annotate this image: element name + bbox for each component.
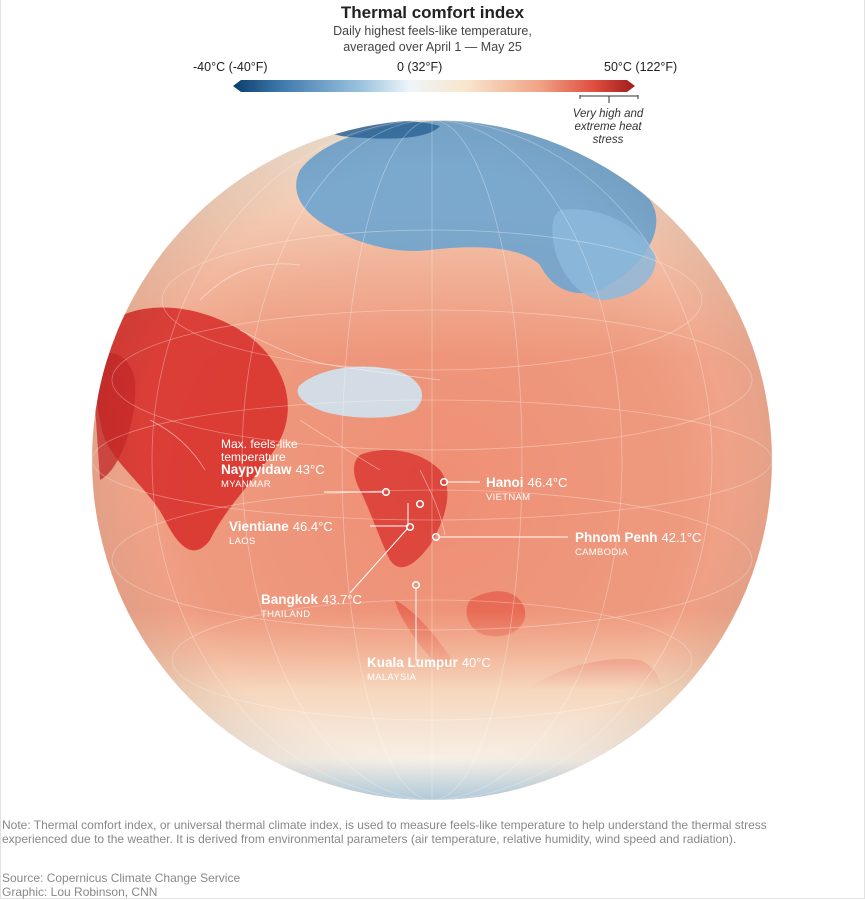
svg-text:THAILAND: THAILAND bbox=[261, 609, 310, 620]
chart-subtitle-line2: averaged over April 1 — May 25 bbox=[343, 40, 522, 54]
chart-subtitle-line1: Daily highest feels-like temperature, bbox=[333, 24, 532, 38]
svg-text:CAMBODIA: CAMBODIA bbox=[575, 547, 628, 558]
city-label-kuala-lumpur: Kuala Lumpur 40°C MALAYSIA bbox=[367, 655, 491, 683]
chart-title: Thermal comfort index bbox=[340, 3, 525, 22]
globe-edge-shade bbox=[92, 120, 772, 800]
source-line: Source: Copernicus Climate Change Servic… bbox=[2, 871, 241, 885]
city-label-naypyidaw: Naypyidaw 43°C MYANMAR bbox=[221, 462, 325, 490]
svg-text:MYANMAR: MYANMAR bbox=[221, 479, 271, 490]
city-label-phnom-penh: Phnom Penh 42.1°C CAMBODIA bbox=[575, 530, 701, 558]
marker-phnom-penh bbox=[431, 532, 441, 542]
legend-max-label: 50°C (122°F) bbox=[604, 60, 678, 74]
city-label-vientiane: Vientiane 46.4°C LAOS bbox=[229, 519, 333, 547]
max-temp-annotation-line2: temperature bbox=[221, 450, 286, 464]
city-leader-lines bbox=[324, 481, 568, 661]
city-label-bangkok: Bangkok 43.7°C THAILAND bbox=[261, 592, 362, 620]
legend-min-label: -40°C (-40°F) bbox=[193, 60, 268, 74]
city-markers bbox=[381, 477, 449, 590]
svg-text:MALAYSIA: MALAYSIA bbox=[367, 672, 417, 683]
footnote: Note: Thermal comfort index, or universa… bbox=[2, 818, 767, 846]
credit-line: Graphic: Lou Robinson, CNN bbox=[2, 885, 158, 899]
heat-stress-label: Very high and extreme heat stress bbox=[572, 108, 644, 146]
heat-stress-bracket bbox=[579, 95, 639, 103]
city-label-hanoi: Hanoi 46.4°C VIETNAM bbox=[486, 475, 567, 503]
marker-vientiane bbox=[415, 499, 425, 509]
legend-color-ramp bbox=[233, 80, 635, 92]
max-temp-annotation-line1: Max. feels-like bbox=[221, 437, 298, 451]
marker-naypyidaw bbox=[381, 487, 391, 497]
legend-mid-label: 0 (32°F) bbox=[397, 60, 443, 74]
svg-text:VIETNAM: VIETNAM bbox=[486, 492, 530, 503]
marker-kuala-lumpur bbox=[411, 580, 421, 590]
marker-bangkok bbox=[405, 522, 415, 532]
marker-hanoi bbox=[439, 477, 449, 487]
svg-text:LAOS: LAOS bbox=[229, 536, 256, 547]
